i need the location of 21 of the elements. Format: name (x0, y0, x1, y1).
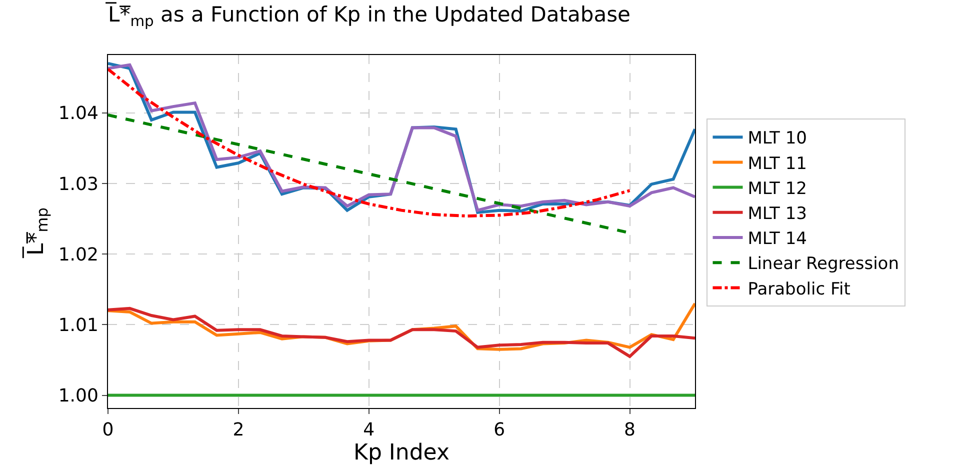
y-tick-label: 1.04 (58, 103, 98, 124)
y-tick-label: 1.01 (58, 314, 98, 336)
legend-label: Linear Regression (748, 254, 899, 274)
y-tick-label: 1.03 (58, 174, 98, 195)
x-tick-label: 8 (624, 420, 636, 441)
x-tick-label: 6 (494, 420, 506, 441)
y-tick-label: 1.02 (58, 244, 98, 266)
y-tick-label: 1.00 (58, 386, 98, 407)
x-tick-label: 0 (102, 420, 114, 441)
x-tick-label: 2 (232, 420, 244, 441)
legend-label: MLT 10 (748, 128, 807, 149)
chart-title: L̅*̅$_{mp}$ as a Function of Kp in the Updated Database (105, 2, 630, 30)
legend-label: Parabolic Fit (748, 279, 851, 300)
x-tick-label: 4 (363, 420, 375, 441)
line-series (108, 68, 632, 218)
legend-label: MLT 14 (748, 229, 807, 250)
line-series (108, 306, 695, 358)
legend-label: MLT 12 (748, 178, 807, 199)
legend-label: MLT 11 (748, 154, 807, 174)
legend-label: MLT 13 (748, 204, 807, 224)
x-axis-title: Kp Index (354, 440, 450, 466)
